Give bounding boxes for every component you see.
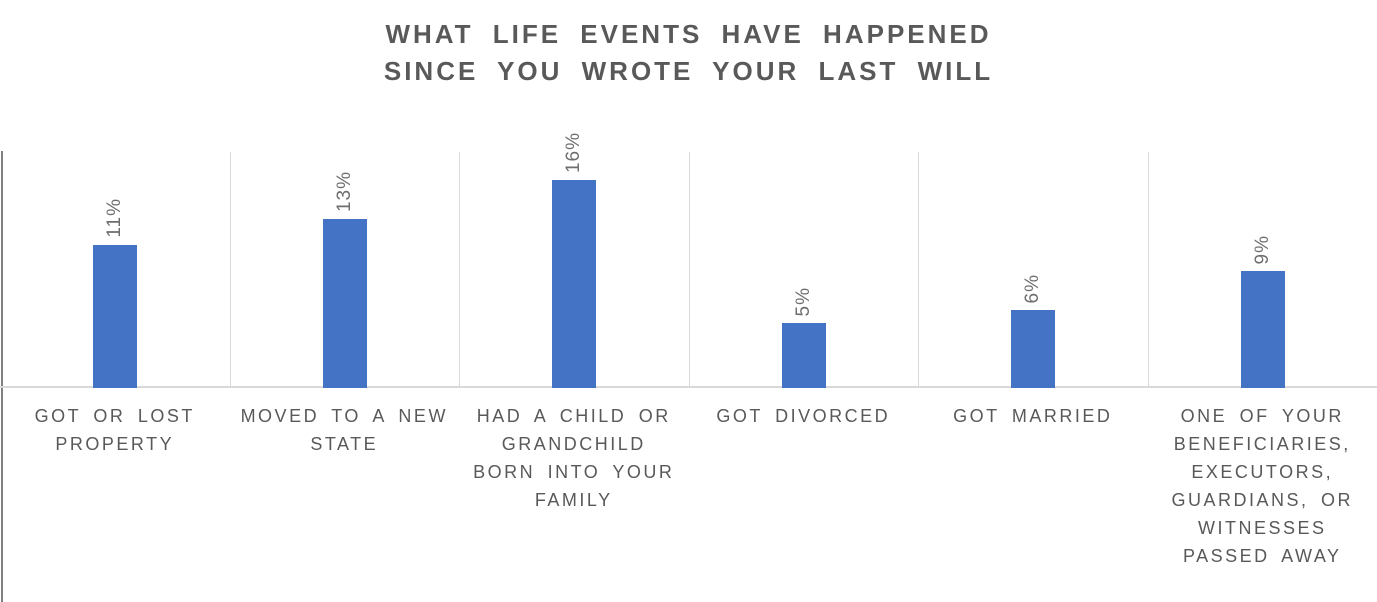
- category-column: 9%: [1147, 152, 1377, 388]
- bar: [322, 219, 367, 388]
- x-axis: GOT OR LOST PROPERTY MOVED TO A NEW STATE…: [0, 402, 1377, 570]
- x-axis-cell: ONE OF YOUR BENEFICIARIES, EXECUTORS, GU…: [1148, 402, 1377, 570]
- bar-value-label: 6%: [1022, 273, 1044, 303]
- bar: [552, 180, 597, 388]
- x-axis-label: ONE OF YOUR BENEFICIARIES, EXECUTORS, GU…: [1171, 406, 1354, 566]
- category-column: 11%: [0, 152, 230, 388]
- bar-value-label: 16%: [563, 131, 585, 173]
- chart-title-line-1: WHAT LIFE EVENTS HAVE HAPPENED: [385, 19, 992, 49]
- x-axis-label: GOT MARRIED: [953, 406, 1113, 426]
- bar: [1011, 310, 1056, 388]
- bar-value-label: 13%: [333, 170, 355, 212]
- category-column: 13%: [229, 152, 460, 388]
- bar-value-label: 5%: [792, 286, 814, 316]
- x-axis-label: HAD A CHILD OR GRANDCHILD BORN INTO YOUR…: [473, 406, 675, 510]
- x-axis-cell: HAD A CHILD OR GRANDCHILD BORN INTO YOUR…: [459, 402, 689, 570]
- x-axis-label: GOT DIVORCED: [716, 406, 891, 426]
- plot-area: 11% 13% 16% 5% 6% 9%: [0, 132, 1377, 388]
- category-column: 5%: [688, 152, 919, 388]
- bar: [781, 323, 826, 388]
- x-axis-label: MOVED TO A NEW STATE: [240, 406, 448, 454]
- bar-value-label: 11%: [103, 198, 125, 238]
- x-axis-cell: GOT OR LOST PROPERTY: [0, 402, 230, 570]
- x-axis-cell: MOVED TO A NEW STATE: [230, 402, 460, 570]
- x-axis-cell: GOT MARRIED: [918, 402, 1148, 570]
- chart-title-line-2: SINCE YOU WROTE YOUR LAST WILL: [383, 56, 994, 86]
- x-axis-cell: GOT DIVORCED: [689, 402, 919, 570]
- category-column: 6%: [918, 152, 1148, 388]
- bar: [92, 245, 137, 388]
- category-column: 16%: [459, 132, 689, 388]
- chart-title: WHAT LIFE EVENTS HAVE HAPPENED SINCE YOU…: [0, 16, 1377, 90]
- left-edge-line: [1, 151, 3, 602]
- bar-value-label: 9%: [1251, 234, 1273, 264]
- x-axis-label: GOT OR LOST PROPERTY: [34, 406, 195, 454]
- bar: [1240, 271, 1285, 388]
